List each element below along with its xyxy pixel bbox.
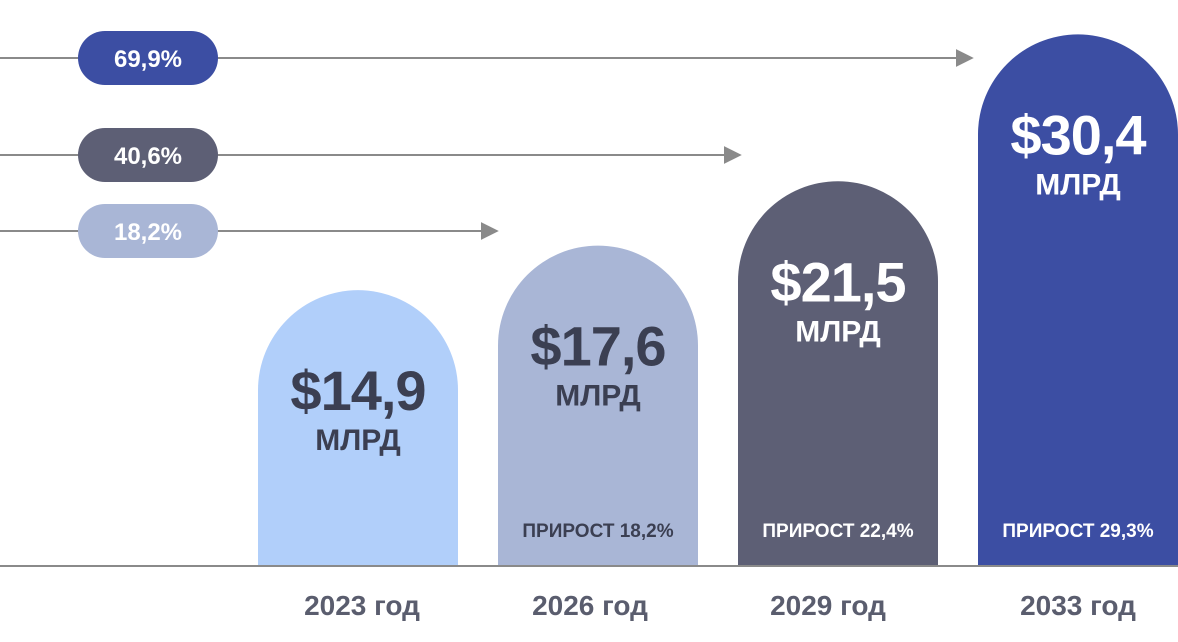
bar-growth-label: ПРИРОСТ 18,2% bbox=[522, 521, 673, 542]
bar-value-label: $30,4 bbox=[1010, 103, 1146, 166]
bar-value-label: $17,6 bbox=[530, 315, 665, 378]
x-tick-label: 2029 год bbox=[770, 590, 886, 621]
cumulative-growth-pill bbox=[78, 128, 218, 182]
bar-unit-label: МЛРД bbox=[1035, 168, 1121, 201]
bar-0 bbox=[258, 290, 458, 566]
bar-unit-label: МЛРД bbox=[315, 424, 401, 457]
bar-2 bbox=[738, 181, 938, 566]
bar-growth-label: ПРИРОСТ 29,3% bbox=[1002, 521, 1153, 542]
bar-3 bbox=[978, 34, 1178, 567]
bar-unit-label: МЛРД bbox=[795, 315, 881, 348]
x-tick-label: 2033 год bbox=[1020, 590, 1136, 621]
bar-value-label: $21,5 bbox=[770, 250, 905, 313]
cumulative-growth-pill bbox=[78, 31, 218, 85]
x-tick-label: 2026 год bbox=[532, 590, 648, 621]
bar-growth-label: ПРИРОСТ 22,4% bbox=[762, 521, 913, 542]
bar-unit-label: МЛРД bbox=[555, 380, 641, 413]
bar-1 bbox=[498, 245, 698, 566]
x-tick-label: 2023 год bbox=[304, 590, 420, 621]
cumulative-growth-label: 69,9% bbox=[114, 46, 182, 73]
cumulative-growth-pill bbox=[78, 204, 218, 258]
cumulative-growth-label: 40,6% bbox=[114, 143, 182, 170]
bar-value-label: $14,9 bbox=[290, 359, 425, 422]
cumulative-growth-label: 18,2% bbox=[114, 219, 182, 246]
